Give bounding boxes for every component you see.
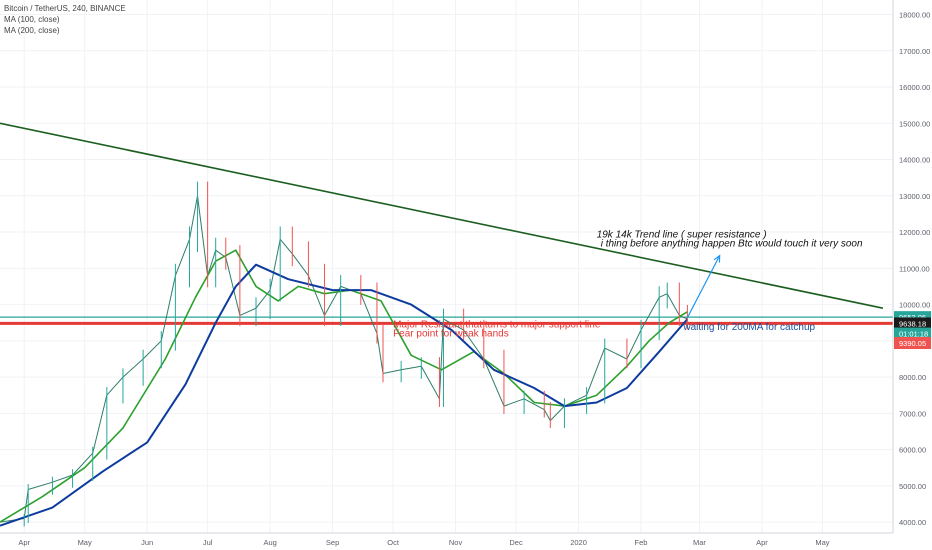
x-tick-label: 2020 <box>570 538 587 547</box>
annotation-text[interactable]: i thing before anything happen Btc would… <box>601 239 863 250</box>
y-tick-label: 12000.00 <box>899 228 930 237</box>
legend-symbol[interactable]: Bitcoin / TetherUS, 240, BINANCE <box>4 4 126 13</box>
series-ma200[interactable] <box>0 263 689 527</box>
y-tick-label: 8000.00 <box>899 373 926 382</box>
x-tick-label: Feb <box>635 538 648 547</box>
x-tick-label: Sep <box>326 538 339 547</box>
price-label: 9390.05 <box>899 339 926 348</box>
y-tick-label: 6000.00 <box>899 446 926 455</box>
y-tick-label: 11000.00 <box>899 264 930 273</box>
trendline[interactable] <box>0 122 884 309</box>
y-tick-label: 18000.00 <box>899 11 930 20</box>
x-tick-label: Apr <box>756 538 768 547</box>
price-label: 9638.18 <box>899 319 926 328</box>
x-tick-label: Jun <box>141 538 153 547</box>
trendline-layer <box>0 122 884 309</box>
price-label-bg <box>894 317 931 330</box>
price-label-bg <box>894 337 931 350</box>
annotation-text[interactable]: Major Resistant that turns to major supp… <box>393 319 601 330</box>
x-tick-label: May <box>78 538 92 547</box>
annotations-layer: 19k 14k Trend line ( super resistance )i… <box>393 229 863 339</box>
y-tick-label: 16000.00 <box>899 83 930 92</box>
x-tick-label: May <box>815 538 829 547</box>
y-tick-label: 5000.00 <box>899 482 926 491</box>
annotation-text[interactable]: Fear point for weak hands <box>393 328 509 339</box>
y-tick-label: 10000.00 <box>899 301 930 310</box>
price-label-bg <box>894 327 931 340</box>
price-label: 01:01:18 <box>899 330 928 339</box>
annotation-text[interactable]: 19k 14k Trend line ( super resistance ) <box>597 229 767 240</box>
y-tick-label: 17000.00 <box>899 47 930 56</box>
series-layer <box>0 181 689 527</box>
y-tick-label: 13000.00 <box>899 192 930 201</box>
x-tick-label: Oct <box>387 538 400 547</box>
x-tick-label: Nov <box>449 538 463 547</box>
projection-arrow[interactable] <box>686 255 721 318</box>
x-tick-label: Aug <box>263 538 276 547</box>
x-tick-label: Jul <box>203 538 213 547</box>
legend-ma100[interactable]: MA (100, close) <box>4 15 60 24</box>
y-tick-label: 14000.00 <box>899 156 930 165</box>
legend-ma200[interactable]: MA (200, close) <box>4 26 60 35</box>
chart-legend: Bitcoin / TetherUS, 240, BINANCE MA (100… <box>4 3 126 36</box>
y-tick-label: 7000.00 <box>899 409 926 418</box>
y-tick-label: 4000.00 <box>899 518 926 527</box>
series-price[interactable] <box>0 195 688 523</box>
annotation-text[interactable]: waiting for 200MA for catchup <box>682 322 815 333</box>
y-tick-label: 15000.00 <box>899 119 930 128</box>
x-tick-label: Dec <box>509 538 523 547</box>
projection-arrow-layer <box>686 254 721 318</box>
horizontal-levels <box>0 316 893 325</box>
projection-arrow-head <box>713 254 721 263</box>
x-tick-label: Mar <box>693 538 706 547</box>
x-tick-label: Apr <box>18 538 30 547</box>
grid <box>0 0 893 533</box>
